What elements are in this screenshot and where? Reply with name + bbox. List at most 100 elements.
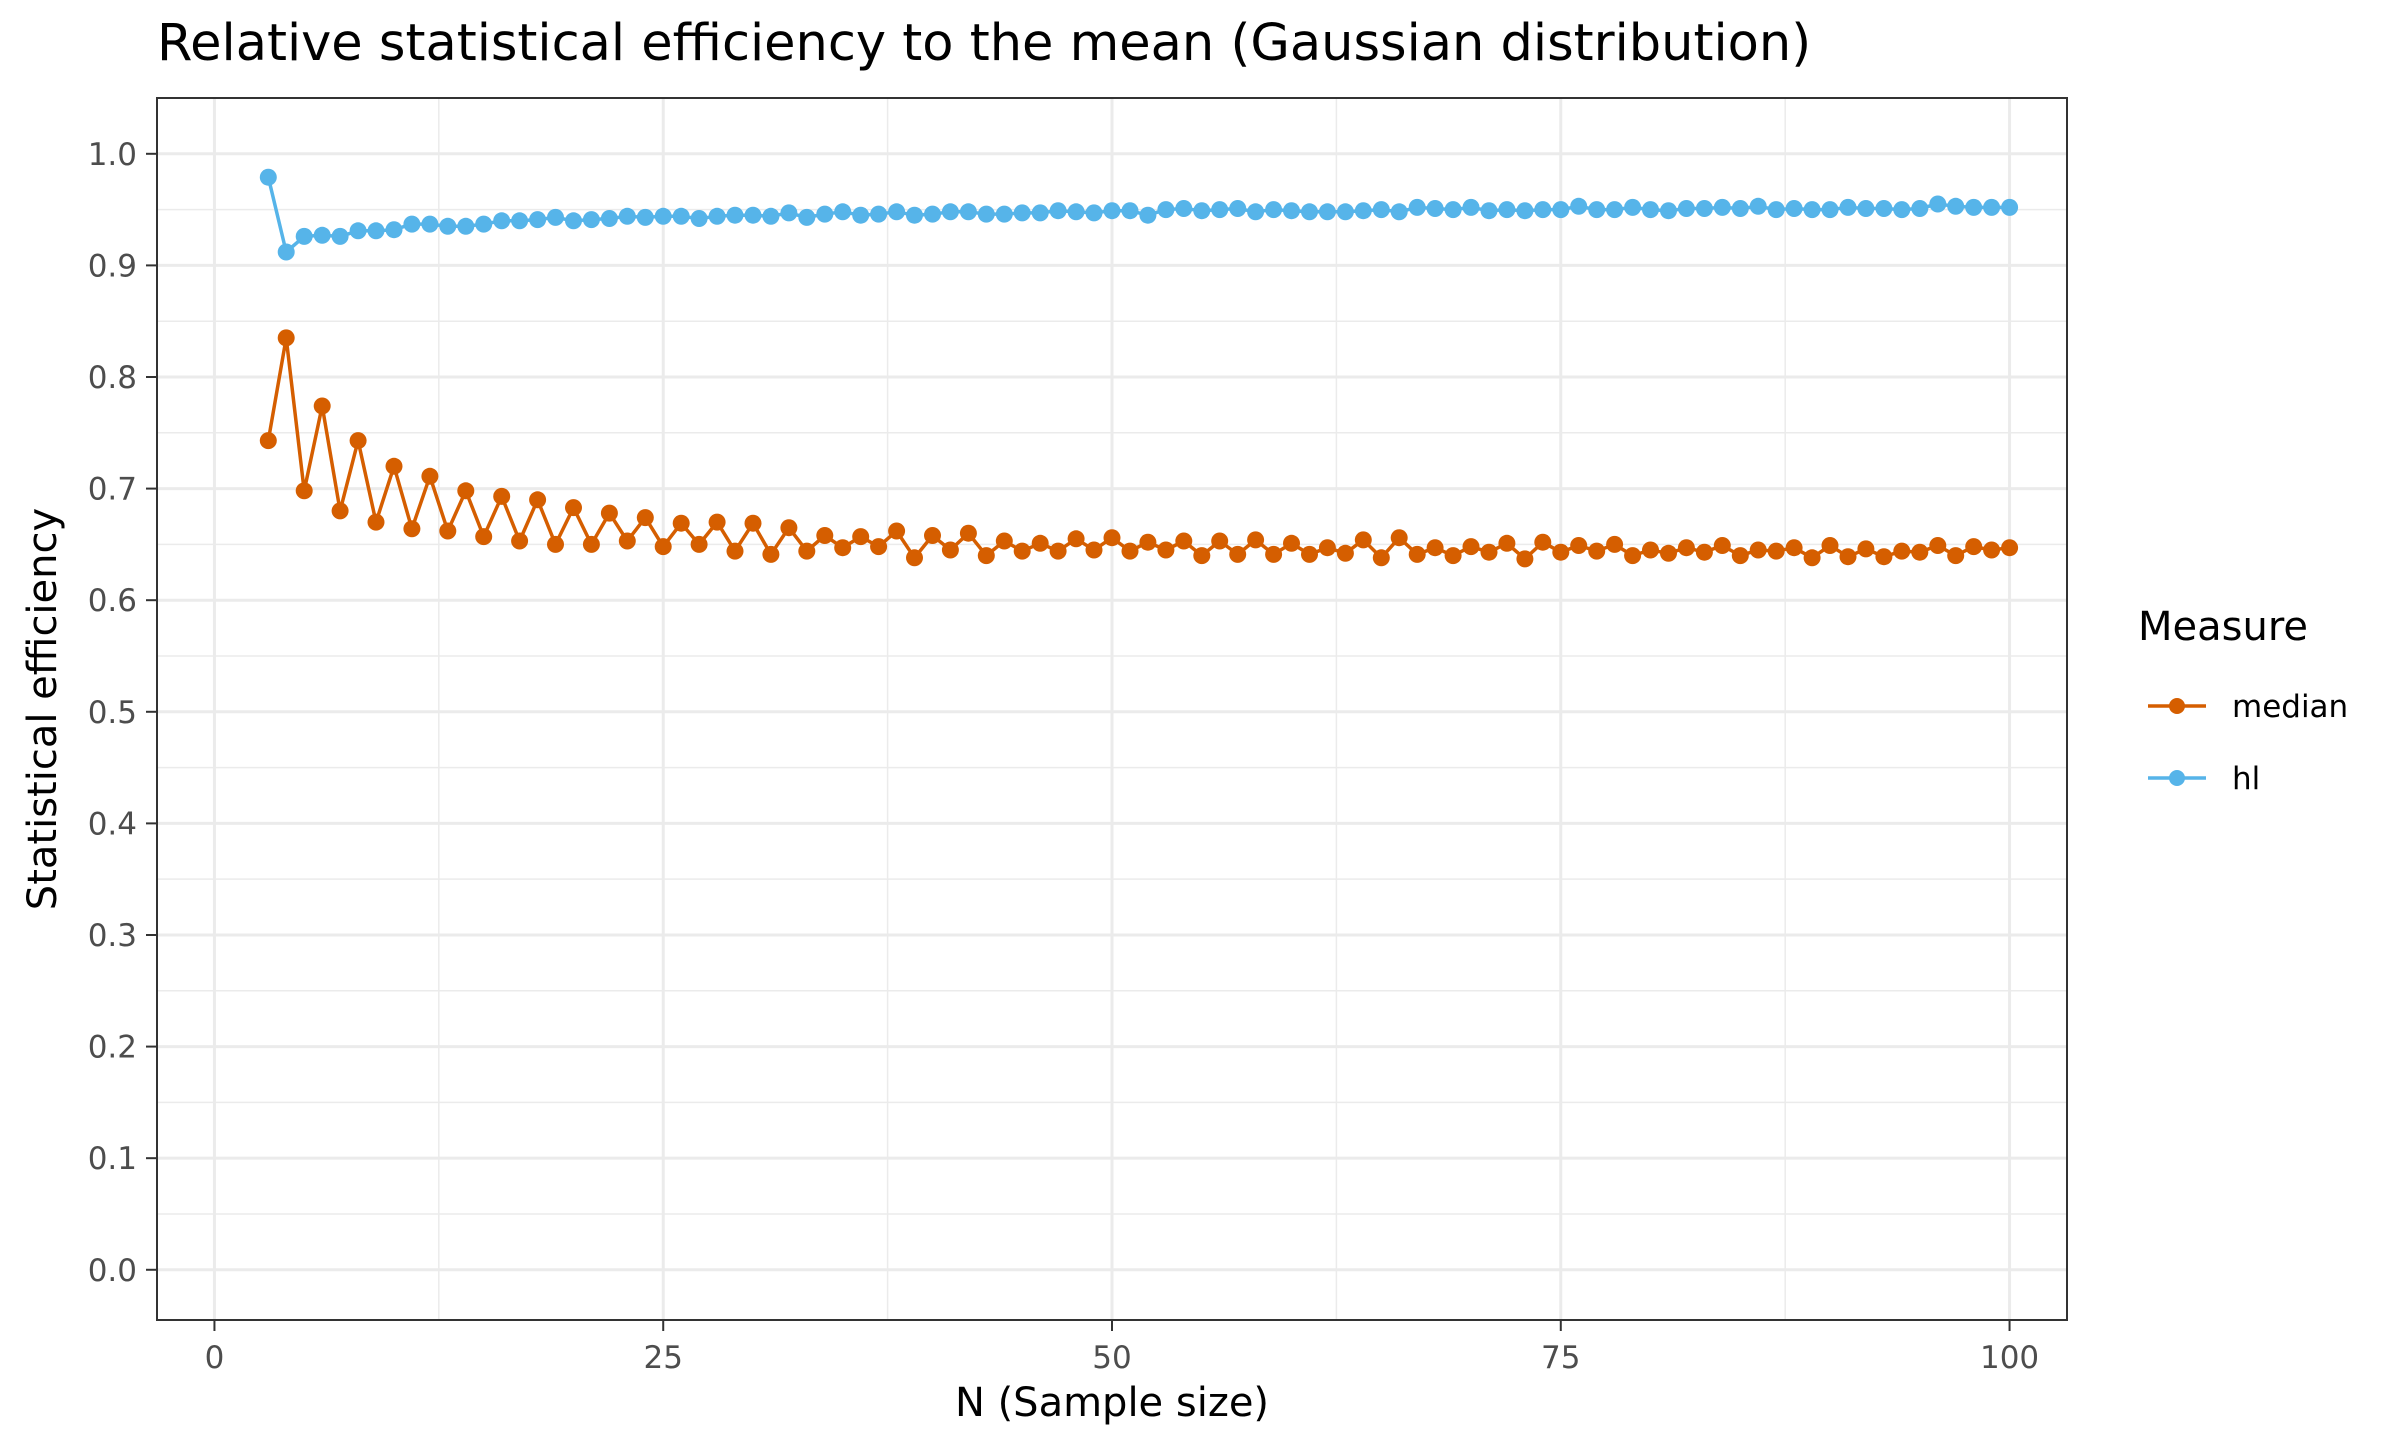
- data-point-hl: [1247, 203, 1265, 221]
- data-point-median: [798, 542, 816, 560]
- data-point-median: [744, 514, 762, 532]
- data-point-hl: [1516, 202, 1534, 220]
- data-point-hl: [852, 206, 870, 224]
- x-axis-title: N (Sample size): [955, 1380, 1269, 1426]
- data-point-hl: [1049, 202, 1067, 220]
- data-point-hl: [1588, 201, 1606, 219]
- data-point-median: [1265, 545, 1283, 563]
- data-point-median: [331, 502, 349, 520]
- data-point-median: [906, 549, 923, 567]
- data-point-median: [385, 457, 403, 475]
- data-point-median: [1893, 542, 1911, 560]
- data-point-hl: [1067, 203, 1085, 221]
- data-point-hl: [1839, 198, 1857, 216]
- data-point-median: [349, 432, 367, 450]
- data-point-hl: [331, 227, 349, 245]
- data-point-median: [475, 528, 493, 546]
- data-point-hl: [1175, 200, 1193, 217]
- data-point-median: [1157, 541, 1175, 559]
- data-point-median: [995, 532, 1013, 550]
- data-point-median: [1839, 548, 1857, 566]
- data-point-hl: [618, 207, 636, 225]
- data-point-hl: [1031, 204, 1049, 222]
- data-point-median: [1821, 537, 1839, 554]
- data-point-hl: [1301, 203, 1318, 221]
- data-point-median: [1336, 544, 1354, 562]
- x-axis: 0 25 50 75 100: [205, 1320, 2039, 1376]
- data-point-median: [367, 513, 385, 531]
- data-point-median: [1175, 532, 1193, 550]
- data-point-hl: [762, 207, 780, 225]
- legend-key-hl-point: [2169, 770, 2185, 786]
- data-point-median: [834, 539, 852, 557]
- x-tick-label: 0: [205, 1340, 225, 1376]
- data-point-hl: [1642, 201, 1659, 219]
- data-point-median: [1803, 549, 1821, 567]
- data-point-median: [1498, 534, 1516, 552]
- data-point-hl: [2001, 198, 2019, 216]
- data-point-median: [565, 499, 582, 517]
- data-point-hl: [1390, 203, 1408, 221]
- data-point-hl: [295, 227, 313, 245]
- data-point-median: [1516, 550, 1534, 568]
- legend-key-median-point: [2169, 698, 2185, 714]
- data-point-hl: [1426, 200, 1444, 217]
- data-point-median: [672, 514, 690, 532]
- data-point-median: [1372, 549, 1390, 567]
- data-point-hl: [1265, 201, 1283, 219]
- data-point-hl: [1229, 200, 1247, 217]
- data-point-median: [1426, 539, 1444, 557]
- data-point-hl: [511, 212, 529, 230]
- data-point-median: [1677, 539, 1695, 557]
- y-axis-title: Statistical efficiency: [20, 508, 66, 910]
- data-point-median: [1480, 543, 1498, 561]
- y-tick-label: 0.6: [88, 583, 137, 619]
- data-point-median: [1354, 531, 1372, 549]
- data-point-hl: [565, 212, 582, 230]
- data-point-hl: [1713, 198, 1731, 216]
- data-point-hl: [1193, 202, 1211, 220]
- data-point-median: [1139, 533, 1157, 551]
- data-point-median: [295, 482, 313, 500]
- data-point-median: [654, 538, 672, 556]
- data-point-median: [1067, 530, 1085, 548]
- data-point-hl: [1139, 206, 1157, 224]
- data-point-median: [421, 467, 439, 485]
- data-point-hl: [1480, 202, 1498, 220]
- data-point-hl: [313, 226, 331, 244]
- data-point-hl: [1821, 201, 1839, 219]
- data-point-median: [924, 527, 941, 544]
- data-point-median: [1049, 542, 1067, 560]
- data-point-hl: [1103, 202, 1121, 220]
- data-point-hl: [403, 215, 421, 233]
- data-point-median: [1857, 540, 1875, 558]
- data-point-median: [1121, 542, 1139, 560]
- data-point-hl: [708, 207, 726, 225]
- chart-title: Relative statistical efficiency to the m…: [157, 14, 1811, 73]
- data-point-hl: [798, 208, 816, 226]
- data-point-median: [1247, 531, 1265, 549]
- data-point-median: [493, 487, 511, 505]
- data-point-hl: [1085, 204, 1103, 222]
- y-tick-label: 0.4: [88, 806, 137, 842]
- data-point-median: [1031, 534, 1049, 552]
- data-point-median: [1642, 541, 1659, 559]
- data-point-hl: [1660, 202, 1677, 220]
- data-point-median: [1211, 532, 1229, 550]
- data-point-hl: [636, 208, 654, 226]
- data-point-hl: [1677, 200, 1695, 217]
- data-point-hl: [1606, 201, 1624, 219]
- data-point-hl: [259, 168, 277, 186]
- data-point-hl: [1965, 198, 1983, 216]
- data-point-median: [1390, 529, 1408, 547]
- data-point-hl: [1911, 200, 1929, 217]
- data-point-median: [1229, 545, 1247, 563]
- legend-item-median: median: [2148, 689, 2348, 725]
- data-point-median: [1588, 542, 1606, 560]
- data-point-hl: [1731, 200, 1749, 217]
- data-point-hl: [1947, 197, 1965, 215]
- data-point-hl: [1552, 201, 1570, 219]
- data-point-median: [403, 520, 421, 538]
- y-tick-label: 0.9: [88, 248, 137, 284]
